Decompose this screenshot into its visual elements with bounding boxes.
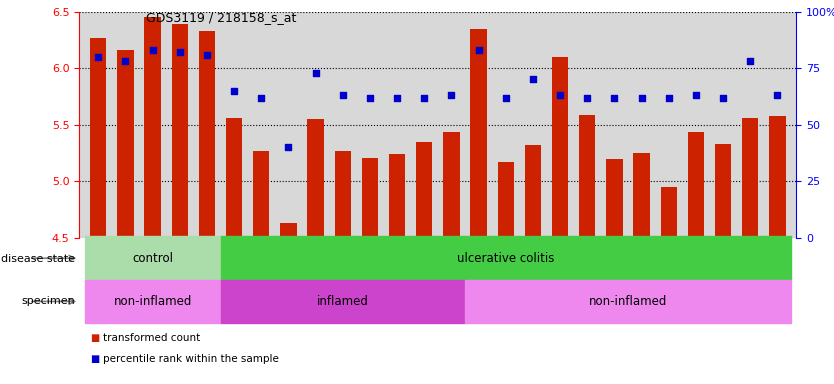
Bar (525, 145, 541, 238)
Point (92, 54, 105, 60)
Point (608, 94, 621, 101)
Bar (634, 153, 650, 238)
Text: control: control (132, 252, 173, 265)
Text: ulcerative colitis: ulcerative colitis (457, 252, 555, 265)
Point (390, 94, 404, 101)
Point (744, 58, 757, 65)
Point (472, 47, 485, 53)
Point (118, 58, 132, 65)
Bar (498, 162, 514, 238)
Point (662, 94, 676, 101)
Text: ■: ■ (90, 333, 99, 343)
Point (635, 94, 648, 101)
Bar (85, 236, 220, 280)
Point (499, 94, 512, 101)
Bar (226, 118, 242, 238)
Bar (362, 158, 378, 238)
Text: inflamed: inflamed (317, 295, 369, 308)
Point (554, 92, 567, 98)
Point (200, 51, 214, 58)
Bar (606, 159, 623, 238)
Bar (118, 50, 133, 238)
Bar (470, 28, 487, 238)
Point (254, 94, 268, 101)
Text: transformed count: transformed count (103, 333, 200, 343)
Point (445, 92, 458, 98)
Bar (389, 154, 405, 238)
Bar (172, 24, 188, 238)
Bar (308, 119, 324, 238)
Bar (444, 132, 460, 238)
Bar (198, 31, 215, 238)
Bar (579, 114, 595, 238)
Text: disease state: disease state (1, 254, 75, 264)
Bar (334, 151, 351, 238)
Bar (280, 223, 297, 238)
Text: ■: ■ (90, 354, 99, 364)
Text: non-inflamed: non-inflamed (589, 295, 667, 308)
Point (689, 92, 702, 98)
Point (228, 88, 241, 94)
Bar (465, 280, 791, 323)
Bar (769, 116, 786, 238)
Text: non-inflamed: non-inflamed (113, 295, 192, 308)
Text: percentile rank within the sample: percentile rank within the sample (103, 354, 279, 364)
Point (364, 94, 377, 101)
Point (336, 92, 349, 98)
Bar (688, 132, 704, 238)
Bar (144, 17, 161, 238)
Point (716, 94, 730, 101)
Point (282, 144, 295, 151)
Bar (552, 57, 568, 238)
Bar (220, 280, 465, 323)
Point (526, 76, 540, 83)
Bar (715, 144, 731, 238)
Point (173, 49, 187, 55)
Bar (90, 38, 107, 238)
Text: GDS3119 / 218158_s_at: GDS3119 / 218158_s_at (146, 12, 296, 25)
Bar (661, 187, 677, 238)
Bar (85, 280, 220, 323)
Bar (220, 236, 791, 280)
Bar (253, 151, 269, 238)
Bar (416, 142, 432, 238)
Bar (742, 118, 758, 238)
Text: specimen: specimen (22, 296, 75, 306)
Point (146, 47, 159, 53)
Point (580, 94, 594, 101)
Point (309, 70, 322, 76)
Point (418, 94, 431, 101)
Point (771, 92, 784, 98)
